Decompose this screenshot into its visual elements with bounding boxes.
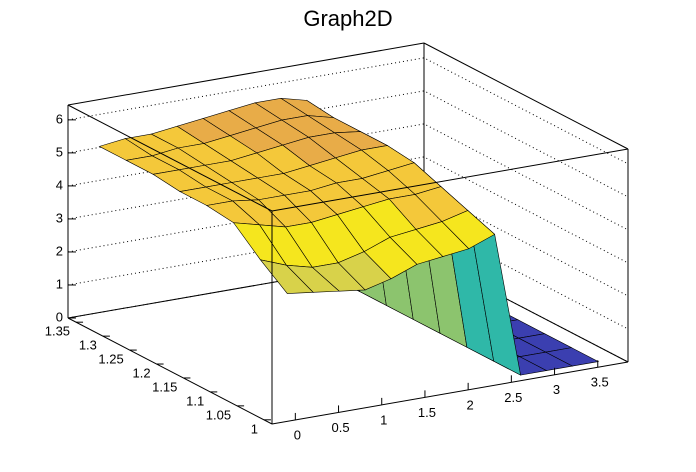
y-tick-label: 1 bbox=[251, 421, 258, 436]
x-tick-label: 2.5 bbox=[504, 390, 522, 405]
x-tick-label: 0.5 bbox=[331, 420, 349, 435]
x-tick-label: 3 bbox=[553, 382, 560, 397]
y-tick-label: 1.25 bbox=[98, 352, 123, 367]
grid-line bbox=[67, 189, 629, 297]
grid-line bbox=[67, 156, 629, 264]
y-tick-label: 1.15 bbox=[152, 379, 177, 394]
x-axis bbox=[271, 361, 629, 425]
x-tick-label: 1 bbox=[380, 412, 387, 427]
y-tick-label: 1.3 bbox=[79, 338, 97, 353]
y-tick-label: 1.05 bbox=[206, 407, 231, 422]
z-tick-label: 3 bbox=[56, 210, 63, 225]
box-edge bbox=[67, 104, 273, 212]
chart-title: Graph2D bbox=[303, 6, 392, 31]
y-tick-label: 1.35 bbox=[45, 324, 70, 339]
z-tick-label: 4 bbox=[56, 177, 63, 192]
box-edge bbox=[67, 42, 425, 106]
y-axis bbox=[67, 317, 273, 425]
y-tick-label: 1.2 bbox=[133, 365, 151, 380]
x-tick-label: 2 bbox=[467, 397, 474, 412]
z-tick-label: 2 bbox=[56, 243, 63, 258]
z-tick-label: 1 bbox=[56, 276, 63, 291]
x-tick-label: 0 bbox=[294, 427, 301, 442]
grid-line bbox=[67, 57, 629, 165]
y-tick-label: 1.1 bbox=[186, 393, 204, 408]
surface-cell bbox=[259, 259, 314, 294]
x-tick-label: 1.5 bbox=[418, 405, 436, 420]
grid-line bbox=[67, 255, 629, 363]
box-edge bbox=[423, 42, 629, 150]
z-tick-label: 6 bbox=[56, 111, 63, 126]
grid-line bbox=[67, 222, 629, 330]
z-tick-label: 0 bbox=[56, 309, 63, 324]
box-edge bbox=[271, 148, 629, 212]
z-tick-label: 5 bbox=[56, 144, 63, 159]
x-tick-label: 3.5 bbox=[591, 375, 609, 390]
